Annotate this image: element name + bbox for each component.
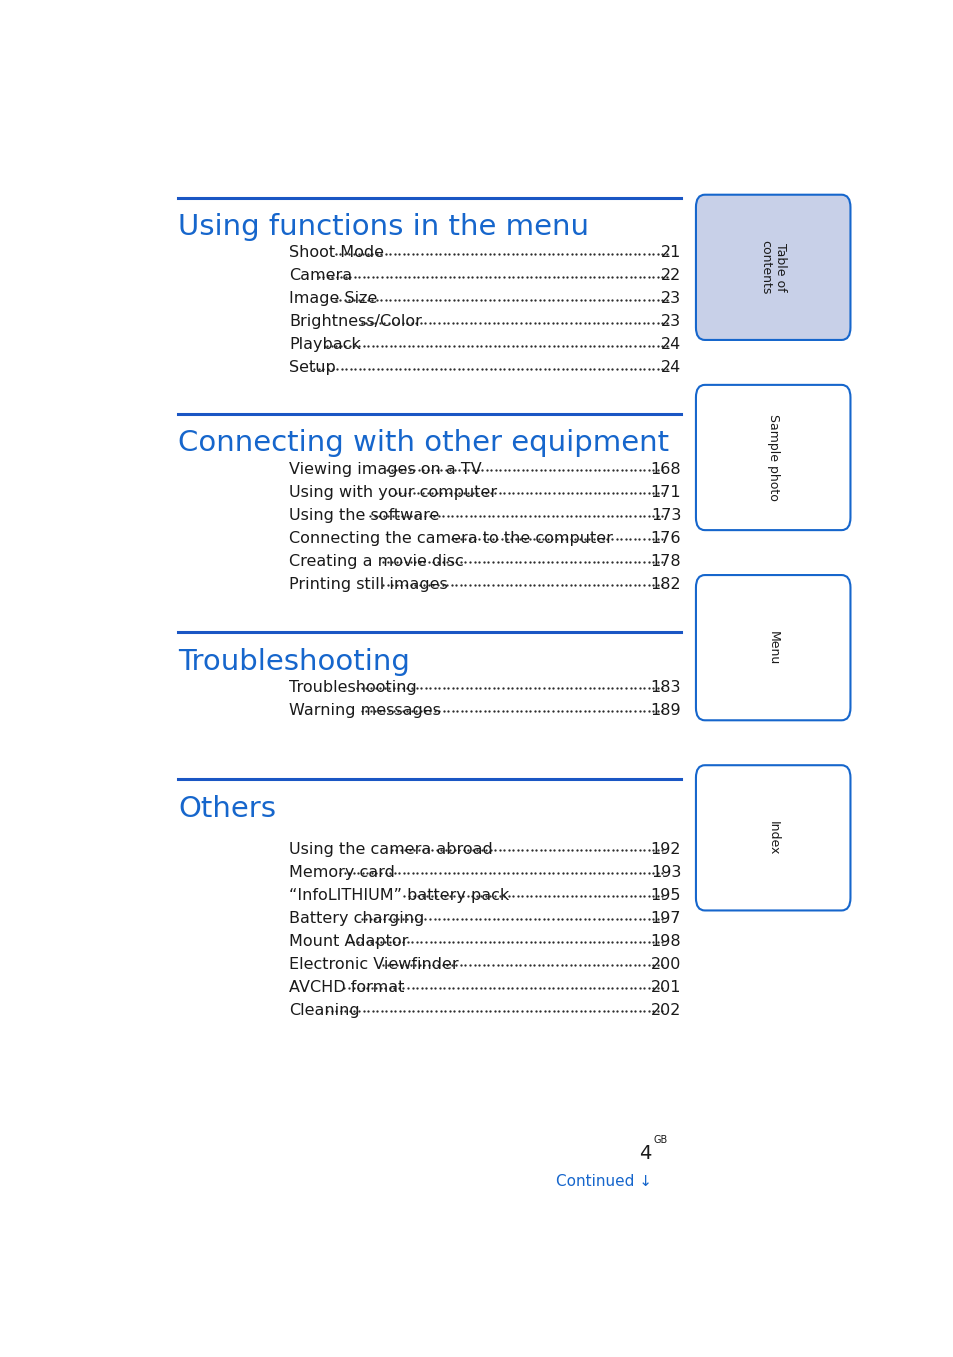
Text: 23: 23: [660, 315, 680, 330]
Text: Electronic Viewfinder: Electronic Viewfinder: [289, 957, 458, 972]
FancyBboxPatch shape: [696, 575, 849, 721]
FancyBboxPatch shape: [696, 385, 849, 531]
Text: 182: 182: [650, 577, 680, 592]
Text: Printing still images: Printing still images: [289, 577, 448, 592]
Text: Menu: Menu: [766, 631, 779, 665]
Text: Troubleshooting: Troubleshooting: [178, 647, 410, 676]
Text: 23: 23: [660, 292, 680, 307]
Text: 192: 192: [650, 841, 680, 858]
Text: Memory card: Memory card: [289, 864, 395, 879]
Text: 168: 168: [650, 461, 680, 476]
Text: 198: 198: [650, 934, 680, 949]
Text: 189: 189: [650, 703, 680, 718]
Text: 21: 21: [660, 246, 680, 261]
Text: 22: 22: [660, 269, 680, 284]
Text: Continued ↓: Continued ↓: [555, 1174, 651, 1189]
Text: Setup: Setup: [289, 361, 335, 376]
Text: 183: 183: [650, 680, 680, 695]
Text: Viewing images on a TV: Viewing images on a TV: [289, 461, 481, 476]
Text: 197: 197: [650, 911, 680, 925]
Text: Others: Others: [178, 795, 276, 822]
Text: “InfoLITHIUM” battery pack: “InfoLITHIUM” battery pack: [289, 887, 509, 902]
FancyBboxPatch shape: [696, 765, 849, 911]
Text: Warning messages: Warning messages: [289, 703, 440, 718]
Text: 178: 178: [650, 554, 680, 569]
Text: 171: 171: [650, 484, 680, 499]
Text: Table of
contents: Table of contents: [759, 240, 786, 294]
Text: Using with your computer: Using with your computer: [289, 484, 497, 499]
Text: Camera: Camera: [289, 269, 352, 284]
Text: Shoot Mode: Shoot Mode: [289, 246, 384, 261]
Text: Creating a movie disc: Creating a movie disc: [289, 554, 463, 569]
Text: 200: 200: [650, 957, 680, 972]
Text: Index: Index: [766, 821, 779, 855]
FancyBboxPatch shape: [696, 194, 849, 341]
Text: 24: 24: [660, 361, 680, 376]
Text: Image Size: Image Size: [289, 292, 377, 307]
Text: AVCHD format: AVCHD format: [289, 980, 404, 995]
Text: 195: 195: [650, 887, 680, 902]
Text: 176: 176: [650, 531, 680, 546]
Text: Using functions in the menu: Using functions in the menu: [178, 213, 589, 242]
Text: Battery charging: Battery charging: [289, 911, 424, 925]
Text: Brightness/Color: Brightness/Color: [289, 315, 422, 330]
Text: 24: 24: [660, 338, 680, 353]
Text: Mount Adaptor: Mount Adaptor: [289, 934, 408, 949]
Text: Cleaning: Cleaning: [289, 1003, 359, 1018]
Text: Using the camera abroad: Using the camera abroad: [289, 841, 493, 858]
Text: 202: 202: [650, 1003, 680, 1018]
Text: Connecting with other equipment: Connecting with other equipment: [178, 429, 669, 457]
Text: Troubleshooting: Troubleshooting: [289, 680, 416, 695]
Text: 201: 201: [650, 980, 680, 995]
Text: Sample photo: Sample photo: [766, 414, 779, 501]
Text: GB: GB: [653, 1134, 666, 1145]
Text: Connecting the camera to the computer: Connecting the camera to the computer: [289, 531, 613, 546]
Text: 4: 4: [639, 1144, 651, 1163]
Text: 173: 173: [650, 508, 680, 522]
Text: 193: 193: [650, 864, 680, 879]
Text: Playback: Playback: [289, 338, 360, 353]
Text: Using the software: Using the software: [289, 508, 439, 522]
